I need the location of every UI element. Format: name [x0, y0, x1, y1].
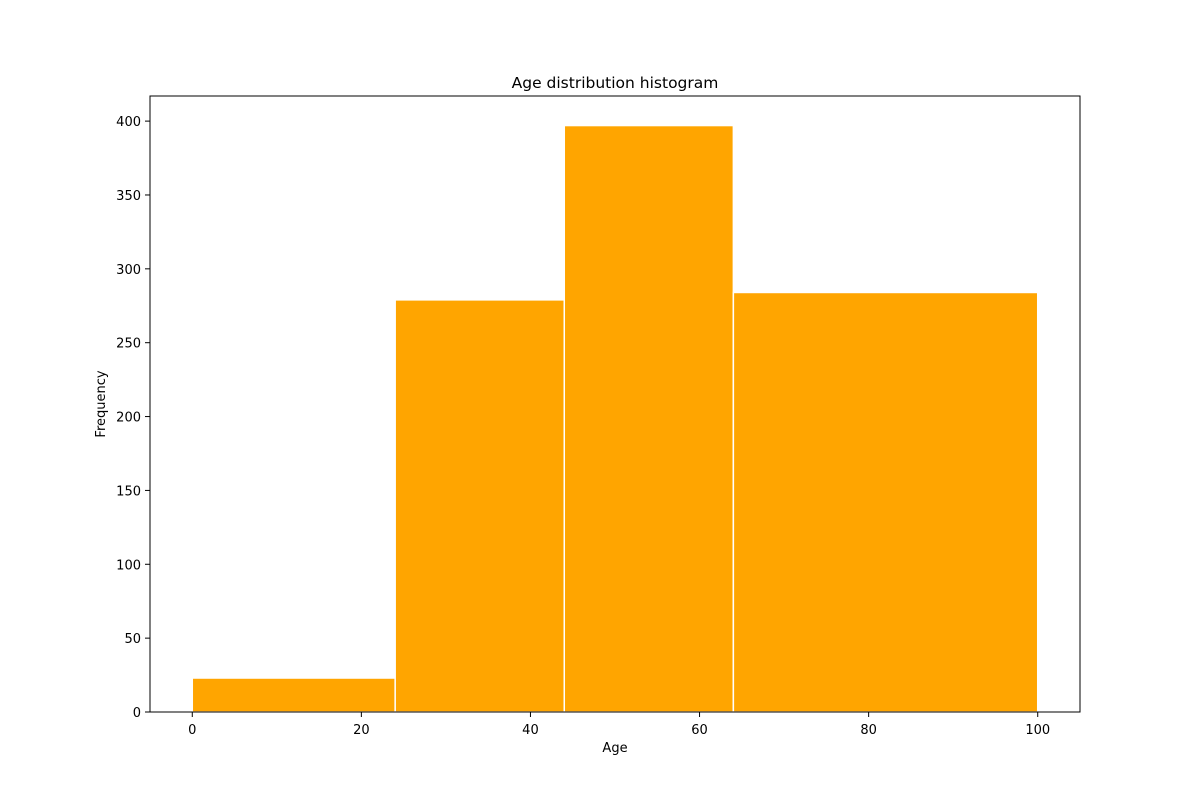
y-axis-label: Frequency: [94, 370, 109, 437]
x-axis-label: Age: [602, 741, 627, 756]
x-tick-label: 0: [188, 723, 196, 738]
y-tick-label: 300: [116, 263, 141, 278]
y-tick-label: 350: [116, 189, 141, 204]
y-tick-label: 150: [116, 484, 141, 499]
y-tick-label: 400: [116, 115, 141, 130]
histogram-bar: [563, 124, 735, 713]
x-tick-label: 60: [691, 723, 708, 738]
x-tick-label: 20: [353, 723, 370, 738]
bars-layer: [191, 124, 1039, 713]
chart-title: Age distribution histogram: [512, 74, 719, 92]
y-tick-label: 50: [124, 632, 141, 647]
x-tick-label: 100: [1025, 723, 1050, 738]
y-tick-label: 200: [116, 411, 141, 426]
x-tick-label: 40: [522, 723, 539, 738]
histogram-bar: [191, 677, 396, 713]
plot-area-frame: [149, 95, 1081, 713]
y-tick-label: 0: [133, 706, 141, 721]
y-tick-label: 100: [116, 558, 141, 573]
y-tick-label: 250: [116, 337, 141, 352]
x-tick-label: 80: [860, 723, 877, 738]
histogram-bar: [732, 291, 1039, 713]
y-axis-ticks: 0 50 100 150 200 250 300 350 400: [116, 115, 150, 721]
histogram-bar: [394, 299, 566, 713]
x-axis-ticks: 0 20 40 60 80 100: [188, 712, 1050, 738]
